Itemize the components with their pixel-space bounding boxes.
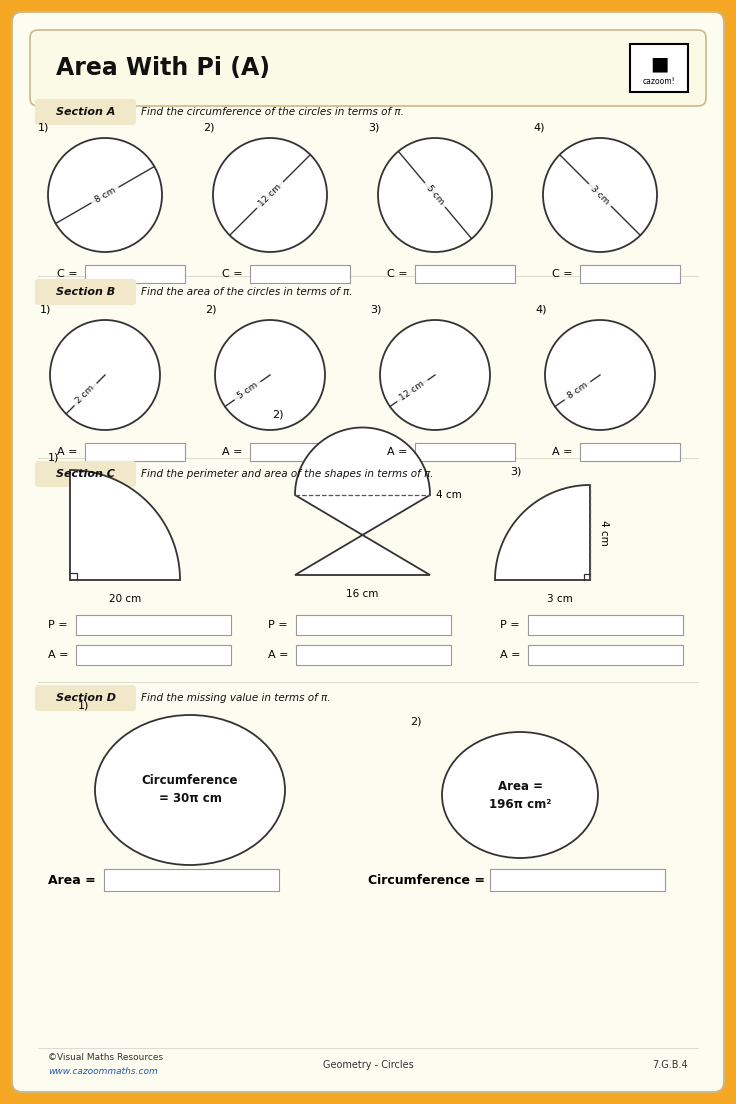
Ellipse shape (442, 732, 598, 858)
Text: 4 cm: 4 cm (599, 520, 609, 545)
Text: P =: P = (500, 620, 520, 630)
Circle shape (215, 320, 325, 429)
Text: 1): 1) (78, 700, 89, 710)
Text: 3): 3) (368, 123, 379, 132)
Text: Geometry - Circles: Geometry - Circles (322, 1060, 414, 1070)
Text: 2 cm: 2 cm (74, 383, 96, 405)
FancyBboxPatch shape (85, 265, 185, 283)
FancyBboxPatch shape (250, 265, 350, 283)
Text: P =: P = (268, 620, 288, 630)
FancyBboxPatch shape (528, 645, 683, 665)
Polygon shape (70, 470, 180, 580)
Text: C =: C = (552, 269, 573, 279)
Text: C =: C = (57, 269, 77, 279)
Text: C =: C = (387, 269, 408, 279)
Circle shape (545, 320, 655, 429)
Text: Find the area of the circles in terms of π.: Find the area of the circles in terms of… (141, 287, 353, 297)
Text: 3 cm: 3 cm (589, 184, 611, 206)
Text: 3): 3) (510, 467, 521, 477)
Text: 8 cm: 8 cm (93, 185, 117, 204)
Text: Find the missing value in terms of π.: Find the missing value in terms of π. (141, 693, 330, 703)
FancyBboxPatch shape (580, 443, 680, 461)
Text: 12 cm: 12 cm (398, 379, 427, 403)
FancyBboxPatch shape (296, 615, 451, 635)
Circle shape (543, 138, 657, 252)
Text: 4 cm: 4 cm (436, 490, 461, 500)
FancyBboxPatch shape (296, 645, 451, 665)
Polygon shape (295, 427, 430, 575)
Text: A =: A = (57, 447, 77, 457)
Text: 3): 3) (370, 305, 381, 315)
Text: A =: A = (552, 447, 573, 457)
Text: www.cazoommaths.com: www.cazoommaths.com (48, 1068, 158, 1076)
FancyBboxPatch shape (580, 265, 680, 283)
Text: 16 cm: 16 cm (347, 590, 379, 599)
Text: Section A: Section A (56, 107, 116, 117)
Text: 8 cm: 8 cm (566, 381, 590, 401)
Text: A =: A = (222, 447, 242, 457)
FancyBboxPatch shape (490, 869, 665, 891)
Text: Area With Pi (A): Area With Pi (A) (56, 56, 270, 79)
FancyBboxPatch shape (35, 461, 136, 487)
Text: 12 cm: 12 cm (257, 182, 283, 208)
FancyBboxPatch shape (30, 30, 706, 106)
Ellipse shape (95, 715, 285, 866)
FancyBboxPatch shape (415, 443, 515, 461)
Text: 5 cm: 5 cm (236, 381, 259, 401)
Text: Find the perimeter and area of the shapes in terms of π.: Find the perimeter and area of the shape… (141, 469, 434, 479)
FancyBboxPatch shape (630, 44, 688, 92)
Text: 2): 2) (272, 410, 283, 420)
Text: Find the circumference of the circles in terms of π.: Find the circumference of the circles in… (141, 107, 404, 117)
Text: A =: A = (500, 650, 520, 660)
Text: A =: A = (48, 650, 68, 660)
Text: 3 cm: 3 cm (547, 594, 573, 604)
Circle shape (378, 138, 492, 252)
FancyBboxPatch shape (528, 615, 683, 635)
Text: 2): 2) (410, 716, 422, 728)
Text: C =: C = (222, 269, 243, 279)
Text: Section D: Section D (55, 693, 116, 703)
FancyBboxPatch shape (104, 869, 279, 891)
FancyBboxPatch shape (250, 443, 350, 461)
Text: Area =
196π cm²: Area = 196π cm² (489, 779, 551, 810)
Polygon shape (495, 485, 590, 580)
FancyBboxPatch shape (35, 279, 136, 305)
FancyBboxPatch shape (12, 12, 724, 1092)
Text: 4): 4) (533, 123, 545, 132)
FancyBboxPatch shape (35, 684, 136, 711)
Text: 2): 2) (205, 305, 216, 315)
Text: 4): 4) (535, 305, 547, 315)
Text: ©Visual Maths Resources: ©Visual Maths Resources (48, 1053, 163, 1062)
FancyBboxPatch shape (76, 615, 231, 635)
Circle shape (380, 320, 490, 429)
Text: 2): 2) (203, 123, 214, 132)
FancyBboxPatch shape (76, 645, 231, 665)
Text: 1): 1) (40, 305, 52, 315)
Text: P =: P = (48, 620, 68, 630)
Text: cazoom!: cazoom! (643, 77, 676, 86)
Text: Circumference =: Circumference = (368, 873, 485, 887)
Text: A =: A = (268, 650, 289, 660)
FancyBboxPatch shape (85, 443, 185, 461)
Text: ■: ■ (650, 54, 668, 74)
Text: 1): 1) (48, 452, 60, 461)
Circle shape (213, 138, 327, 252)
Text: Section C: Section C (56, 469, 115, 479)
Text: 20 cm: 20 cm (109, 594, 141, 604)
FancyBboxPatch shape (35, 99, 136, 125)
Text: 1): 1) (38, 123, 49, 132)
Text: 5 cm: 5 cm (425, 183, 445, 206)
Text: Section B: Section B (56, 287, 115, 297)
Text: Area =: Area = (48, 873, 96, 887)
Text: 7.G.B.4: 7.G.B.4 (652, 1060, 688, 1070)
Circle shape (48, 138, 162, 252)
FancyBboxPatch shape (415, 265, 515, 283)
Circle shape (50, 320, 160, 429)
Text: Circumference
= 30π cm: Circumference = 30π cm (142, 775, 238, 806)
Text: A =: A = (387, 447, 408, 457)
